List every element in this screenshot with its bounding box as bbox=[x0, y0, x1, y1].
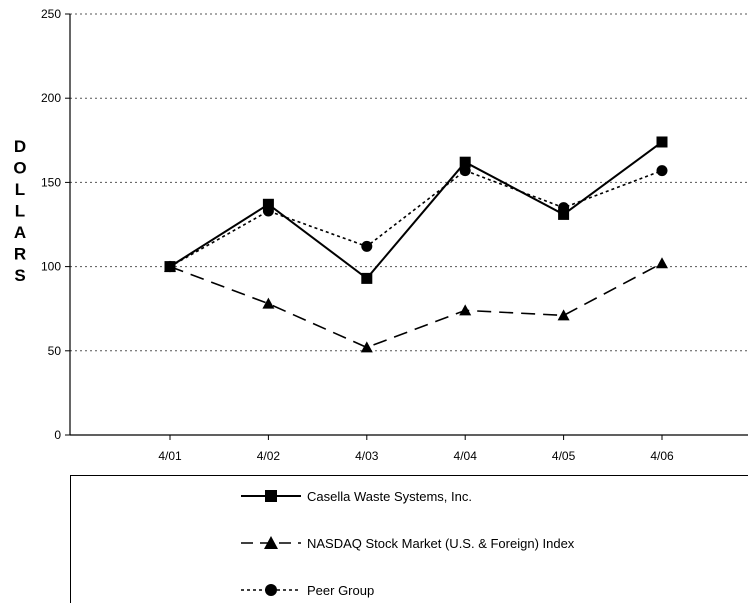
data-point-circle bbox=[361, 240, 373, 252]
y-axis-label-letter: R bbox=[14, 245, 26, 264]
legend-label: NASDAQ Stock Market (U.S. & Foreign) Ind… bbox=[307, 535, 575, 551]
legend-swatch-dotted-circle bbox=[241, 584, 301, 596]
y-tick-label: 150 bbox=[41, 175, 61, 189]
x-tick-label: 4/04 bbox=[454, 449, 478, 463]
series-line-0 bbox=[169, 141, 663, 280]
data-point-circle bbox=[262, 205, 274, 217]
x-tick-label: 4/06 bbox=[650, 449, 674, 463]
y-axis-label-letter: A bbox=[14, 223, 26, 242]
data-point-triangle bbox=[360, 341, 373, 353]
legend-item-nasdaq: NASDAQ Stock Market (U.S. & Foreign) Ind… bbox=[241, 533, 574, 553]
legend-item-casella: Casella Waste Systems, Inc. bbox=[241, 486, 472, 506]
data-point-square bbox=[262, 198, 274, 210]
series-markers bbox=[164, 136, 668, 353]
legend-swatch-solid-square bbox=[241, 490, 301, 502]
data-point-triangle bbox=[459, 304, 472, 316]
y-tick-label: 250 bbox=[41, 7, 61, 21]
data-point-triangle bbox=[656, 257, 668, 269]
y-axis-label-letter: O bbox=[13, 159, 26, 178]
y-axis-label-letter: S bbox=[14, 266, 25, 285]
performance-chart: 0 50 100 150 200 250 4/01 4/02 4/03 4/04 4/05 4/06… bbox=[13, 7, 748, 463]
data-point-circle bbox=[164, 261, 176, 273]
legend-label: Peer Group bbox=[307, 582, 375, 598]
data-point-triangle bbox=[262, 297, 275, 309]
legend-swatch-dashed-triangle bbox=[241, 536, 301, 549]
data-point-circle bbox=[459, 165, 471, 177]
x-tick-label: 4/01 bbox=[158, 449, 182, 463]
series-lines bbox=[169, 141, 663, 349]
y-axis-label-letter: D bbox=[14, 137, 26, 156]
data-point-square bbox=[656, 136, 668, 148]
x-tick-label: 4/03 bbox=[355, 449, 379, 463]
data-point-triangle bbox=[557, 309, 570, 321]
legend: Casella Waste Systems, Inc. NASDAQ Stock… bbox=[70, 475, 748, 603]
y-tick-labels: 0 50 100 150 200 250 bbox=[41, 7, 70, 442]
data-point-circle bbox=[558, 202, 570, 214]
series-line-1 bbox=[169, 262, 663, 349]
y-tick-label: 200 bbox=[41, 91, 61, 105]
y-tick-label: 50 bbox=[48, 344, 62, 358]
legend-label: Casella Waste Systems, Inc. bbox=[307, 488, 472, 504]
y-tick-label: 100 bbox=[41, 260, 61, 274]
data-point-square bbox=[361, 272, 373, 284]
data-point-square bbox=[459, 156, 471, 168]
data-point-square bbox=[558, 208, 570, 220]
y-axis-label-letter: L bbox=[15, 180, 25, 199]
legend-item-peer-group: Peer Group bbox=[241, 580, 374, 600]
series-line-2 bbox=[169, 169, 663, 268]
y-tick-label: 0 bbox=[54, 428, 61, 442]
grid-lines bbox=[70, 13, 748, 352]
data-point-circle bbox=[656, 165, 668, 177]
x-tick-label: 4/05 bbox=[552, 449, 576, 463]
y-axis-label-letter: L bbox=[15, 202, 25, 221]
x-tick-label: 4/02 bbox=[257, 449, 281, 463]
x-tick-labels: 4/01 4/02 4/03 4/04 4/05 4/06 bbox=[158, 435, 674, 463]
